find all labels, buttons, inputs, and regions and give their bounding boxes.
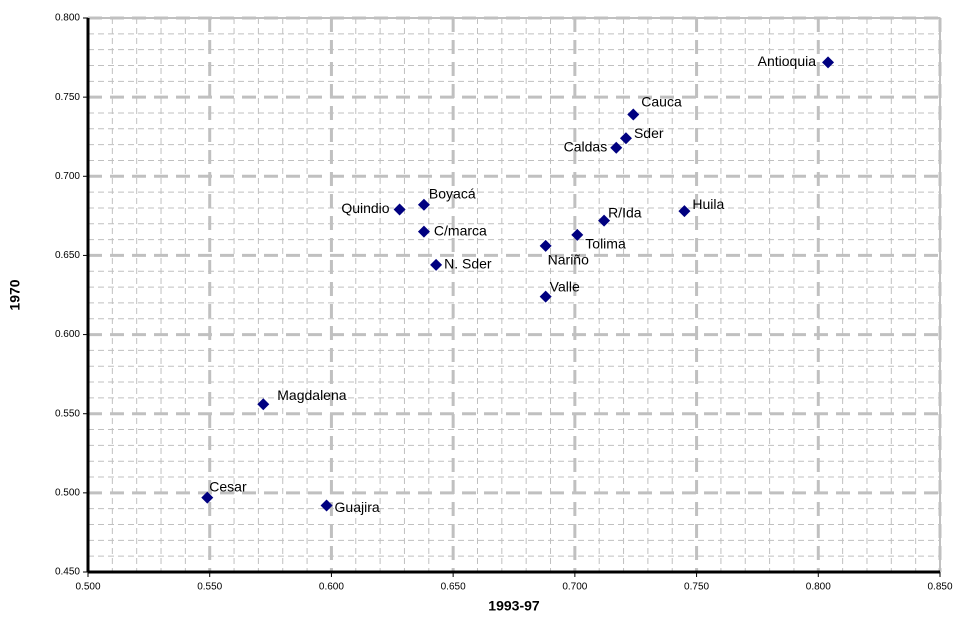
x-tick-label: 0.850 [927,582,952,593]
point [393,203,406,216]
point-label: Cesar [209,478,247,494]
y-axis-title: 1970 [7,279,23,310]
point [539,290,552,303]
y-tick-label: 0.750 [55,92,80,103]
point [320,499,333,512]
point-label: N. Sder [444,256,492,272]
point-label: Valle [550,278,580,294]
point [627,108,640,121]
point-label: Cauca [641,93,682,109]
x-axis-title: 1993-97 [488,598,540,614]
point [417,225,430,238]
point-label: Antioquia [758,53,817,69]
point [201,491,214,504]
point-label: Nariño [548,252,589,268]
x-tick-label: 0.600 [319,582,344,593]
point [571,228,584,241]
x-tick-label: 0.650 [441,582,466,593]
point-label: Huila [692,196,724,212]
y-tick-label: 0.650 [55,250,80,261]
point [822,56,835,69]
y-tick-label: 0.700 [55,171,80,182]
y-tick-label: 0.500 [55,487,80,498]
x-tick-label: 0.750 [684,582,709,593]
point-label: Caldas [564,138,608,154]
y-tick-label: 0.450 [55,567,80,578]
point-label: Tolima [585,236,626,252]
x-tick-label: 0.700 [562,582,587,593]
y-tick-label: 0.600 [55,329,80,340]
point-label: Sder [634,125,664,141]
point [417,198,430,211]
x-tick-label: 0.500 [75,582,100,593]
y-tick-label: 0.800 [55,13,80,24]
plot-area [87,17,941,573]
point-label: R/Ida [608,204,642,220]
point [598,214,611,227]
point-label: Magdalena [277,387,346,403]
point-label: Guajira [335,499,380,515]
point-label: C/marca [434,222,487,238]
y-tick-label: 0.550 [55,408,80,419]
x-tick-label: 0.800 [806,582,831,593]
point [257,398,270,411]
point [539,239,552,252]
point-label: Boyacá [429,185,476,201]
x-tick-label: 0.550 [197,582,222,593]
point [619,132,632,145]
point [610,141,623,154]
point [678,205,691,218]
point-label: Quindio [341,200,389,216]
point [430,258,443,271]
